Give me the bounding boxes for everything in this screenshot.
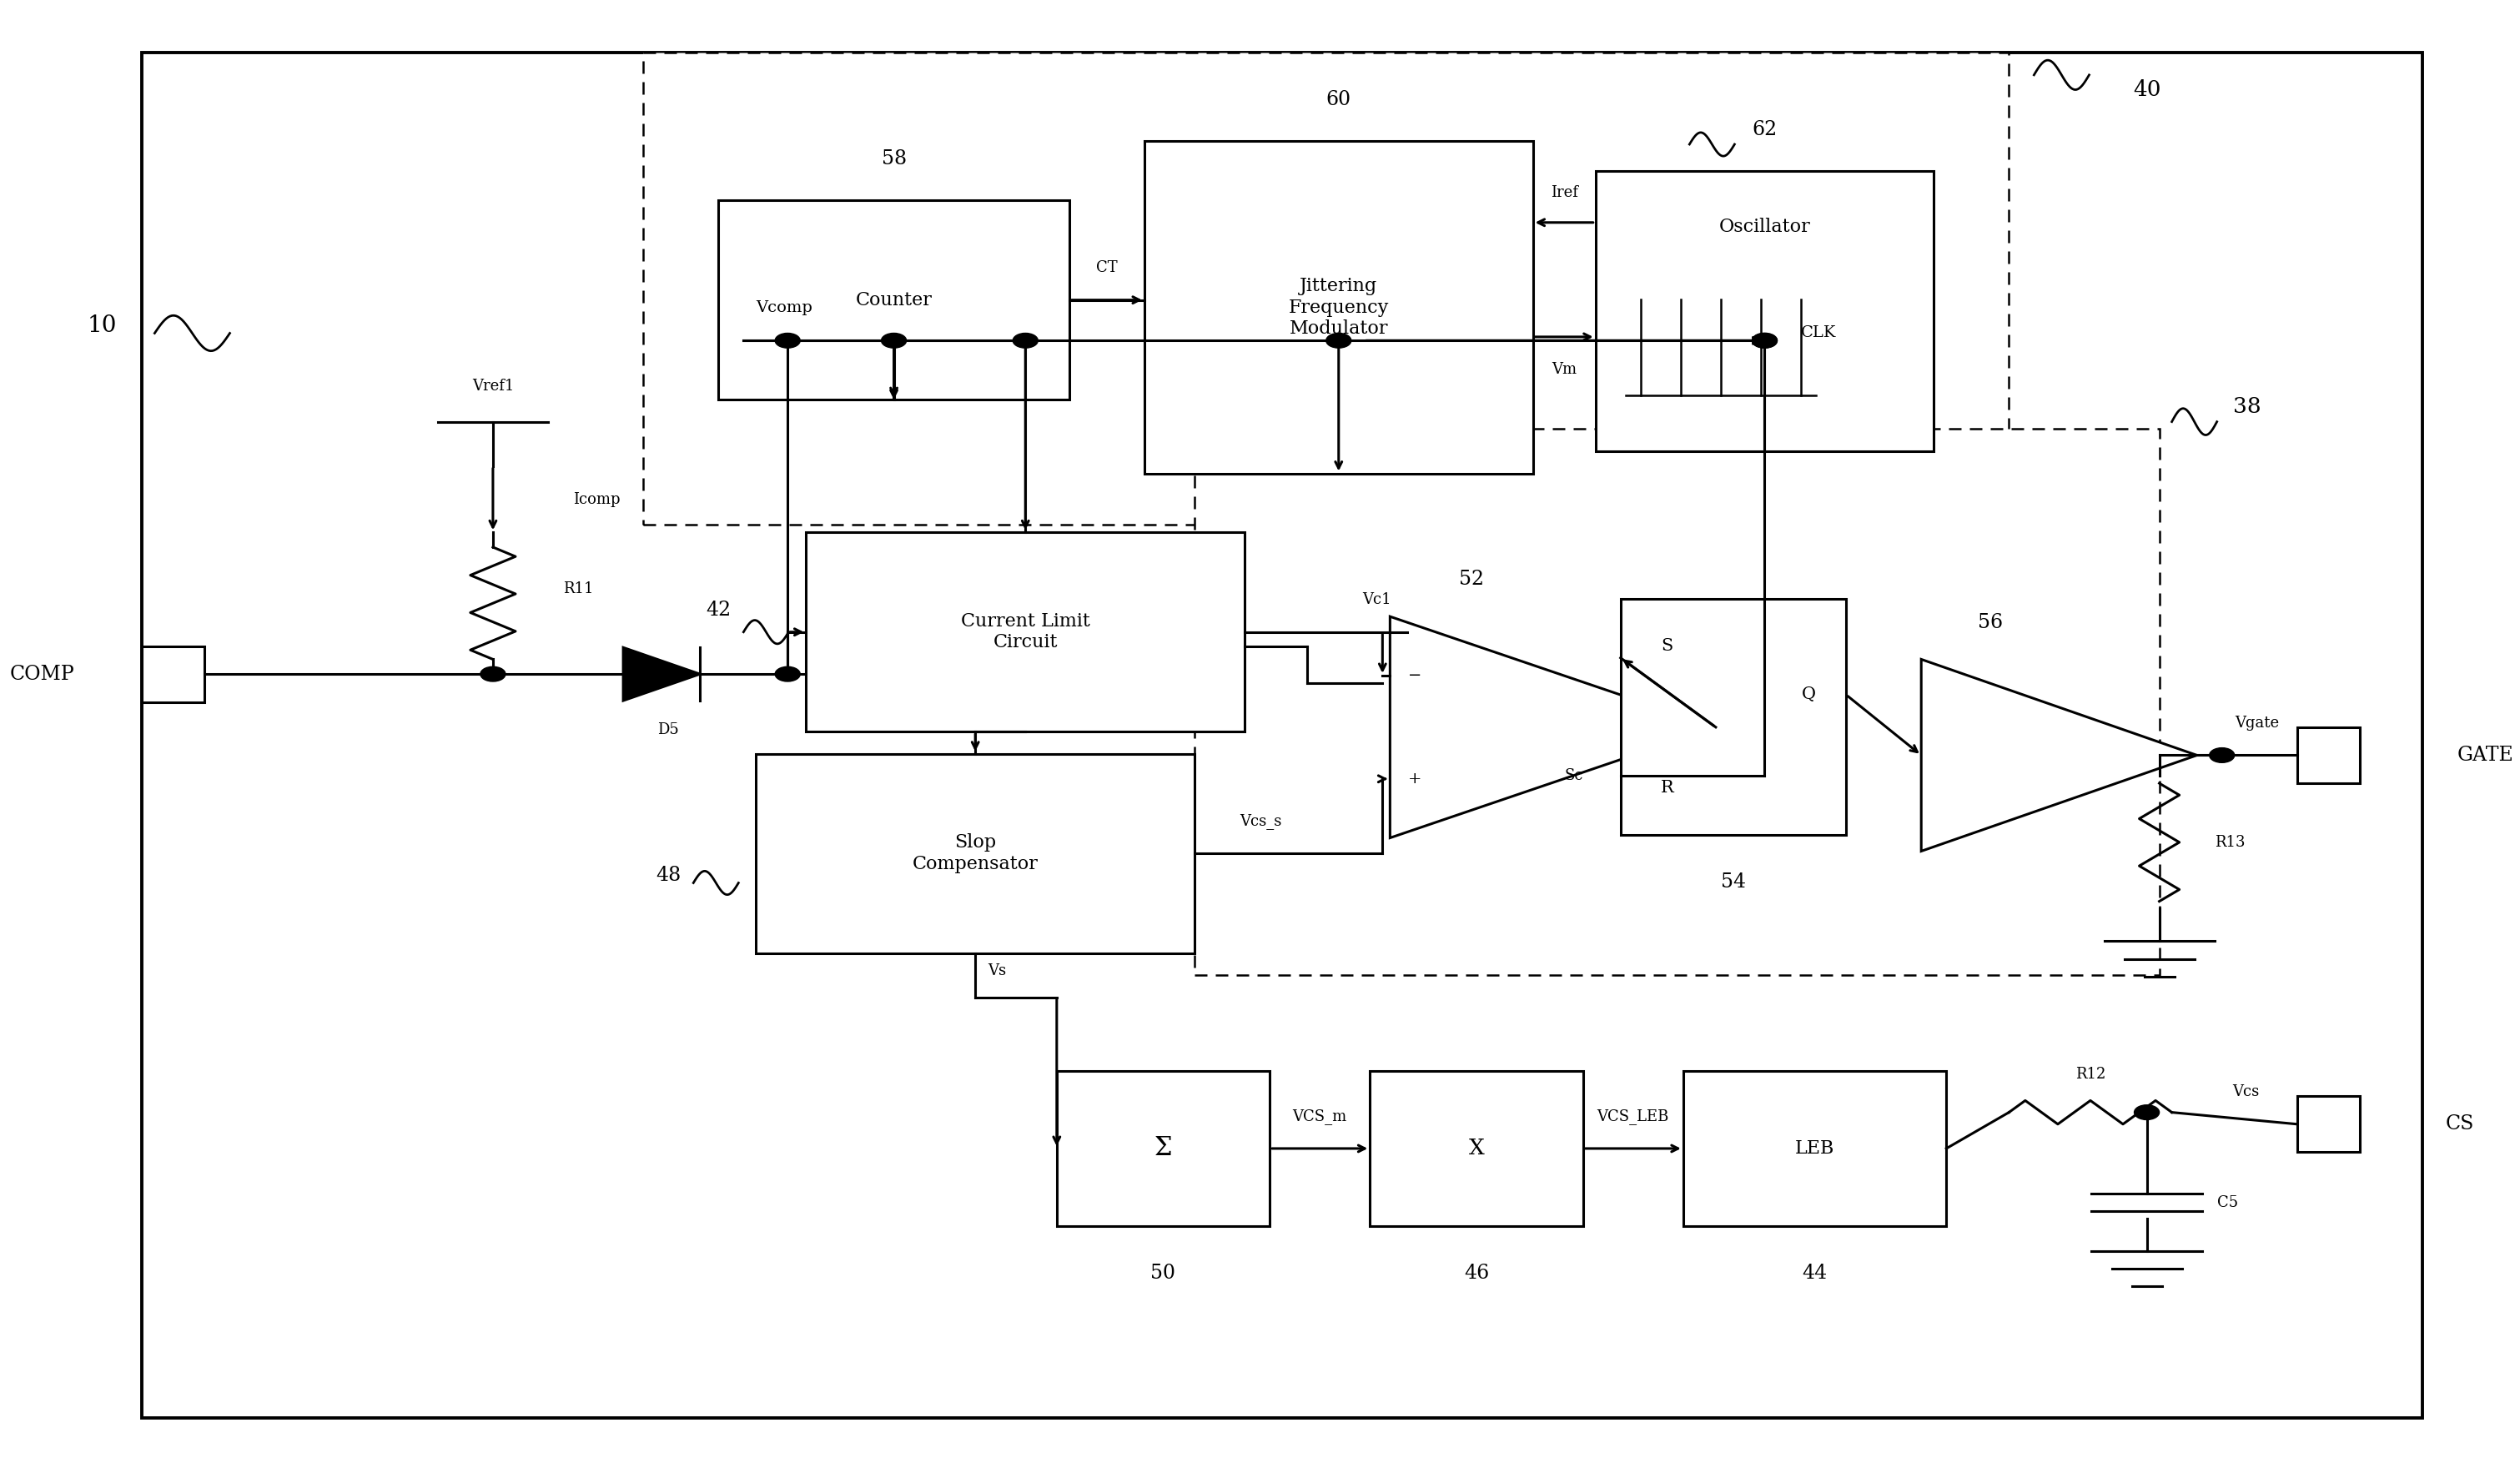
Bar [2298, 1097, 2359, 1153]
Text: Vcs: Vcs [2233, 1085, 2260, 1100]
Text: 60: 60 [1326, 90, 1351, 109]
Text: CS: CS [2447, 1114, 2475, 1134]
Circle shape [776, 667, 801, 681]
Text: R13: R13 [2215, 835, 2245, 850]
Text: 48: 48 [655, 866, 680, 885]
Text: +: + [1409, 772, 1421, 786]
Bar [1683, 1072, 1945, 1225]
Text: −: − [1409, 668, 1421, 683]
Circle shape [2210, 748, 2235, 763]
Text: Iref: Iref [1550, 186, 1578, 201]
Text: 38: 38 [2233, 396, 2260, 417]
Text: Slop
Compensator: Slop Compensator [912, 834, 1038, 873]
Circle shape [1751, 333, 1777, 347]
Text: CLK: CLK [1802, 325, 1837, 341]
Text: 46: 46 [1464, 1264, 1489, 1283]
Text: CT: CT [1096, 260, 1116, 275]
Text: R11: R11 [562, 581, 595, 596]
Circle shape [481, 667, 507, 681]
Bar [1620, 599, 1847, 835]
Bar [1371, 1072, 1583, 1225]
Polygon shape [622, 647, 701, 701]
Text: Icomp: Icomp [572, 492, 620, 507]
Bar [643, 53, 2008, 525]
Bar [2298, 727, 2359, 783]
Text: GATE: GATE [2457, 745, 2512, 764]
Text: 52: 52 [1459, 571, 1484, 590]
Bar [141, 646, 204, 702]
Text: 42: 42 [706, 600, 731, 619]
Text: Σ: Σ [1154, 1135, 1172, 1162]
Text: S: S [1661, 638, 1673, 653]
Text: Oscillator: Oscillator [1719, 217, 1809, 236]
Text: 44: 44 [1802, 1264, 1827, 1283]
Text: 54: 54 [1721, 872, 1746, 891]
Circle shape [1751, 333, 1777, 347]
Bar [1595, 171, 1933, 451]
Text: Vref1: Vref1 [471, 378, 514, 393]
Circle shape [2134, 1106, 2160, 1120]
Text: X: X [1469, 1138, 1484, 1159]
Text: Current Limit
Circuit: Current Limit Circuit [960, 612, 1091, 652]
Polygon shape [1920, 659, 2197, 851]
Text: 58: 58 [882, 149, 907, 168]
Text: LEB: LEB [1794, 1140, 1835, 1157]
Text: Vc1: Vc1 [1363, 593, 1391, 607]
Bar [718, 201, 1068, 399]
Text: 50: 50 [1152, 1264, 1177, 1283]
Circle shape [1013, 333, 1038, 347]
Text: Sc: Sc [1565, 769, 1583, 783]
Polygon shape [1391, 616, 1716, 838]
Text: 62: 62 [1751, 120, 1777, 139]
Text: Vm: Vm [1552, 362, 1578, 377]
Text: Counter: Counter [854, 291, 932, 309]
Circle shape [1326, 333, 1351, 347]
Text: 10: 10 [88, 315, 116, 337]
Text: Vs: Vs [988, 964, 1005, 978]
Bar [756, 754, 1194, 953]
Circle shape [776, 333, 801, 347]
Text: Q: Q [1802, 687, 1817, 702]
Text: 40: 40 [2132, 80, 2160, 101]
Bar [1194, 429, 2160, 975]
Text: Vcs_s: Vcs_s [1240, 813, 1283, 829]
Bar [1144, 142, 1532, 473]
Text: R12: R12 [2074, 1067, 2107, 1082]
Text: COMP: COMP [10, 665, 73, 684]
Text: VCS_m: VCS_m [1293, 1108, 1348, 1123]
Text: Jittering
Frequency
Modulator: Jittering Frequency Modulator [1288, 276, 1389, 338]
Circle shape [882, 333, 907, 347]
Text: Vgate: Vgate [2235, 715, 2278, 730]
Text: R: R [1661, 780, 1673, 795]
Bar [806, 532, 1245, 732]
Text: C5: C5 [2218, 1194, 2238, 1210]
Text: D5: D5 [658, 723, 678, 738]
Text: 56: 56 [1978, 613, 2003, 633]
Text: Vcomp: Vcomp [756, 300, 811, 316]
Text: VCS_LEB: VCS_LEB [1598, 1108, 1668, 1123]
Bar [1056, 1072, 1270, 1225]
